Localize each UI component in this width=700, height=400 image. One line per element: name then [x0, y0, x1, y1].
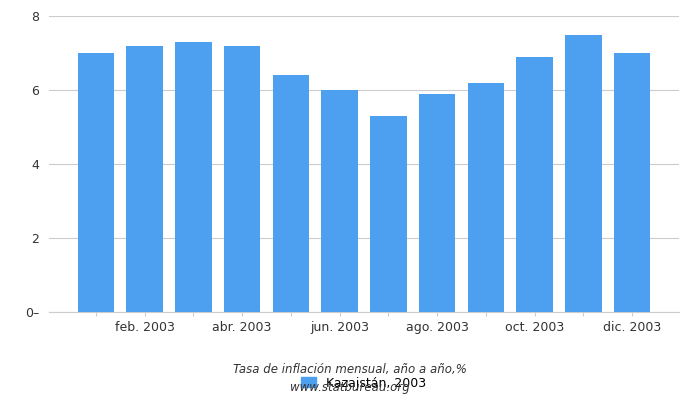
Text: www.statbureau.org: www.statbureau.org	[290, 382, 410, 394]
Bar	[370, 116, 407, 312]
Bar	[224, 46, 260, 312]
Bar	[565, 34, 601, 312]
Bar	[614, 53, 650, 312]
Bar	[468, 83, 504, 312]
Text: Tasa de inflación mensual, año a año,%: Tasa de inflación mensual, año a año,%	[233, 364, 467, 376]
Bar	[175, 42, 211, 312]
Bar	[419, 94, 456, 312]
Bar	[321, 90, 358, 312]
Bar	[78, 53, 114, 312]
Bar	[127, 46, 163, 312]
Legend: Kazajstán, 2003: Kazajstán, 2003	[296, 372, 432, 394]
Bar	[517, 57, 553, 312]
Bar	[272, 75, 309, 312]
